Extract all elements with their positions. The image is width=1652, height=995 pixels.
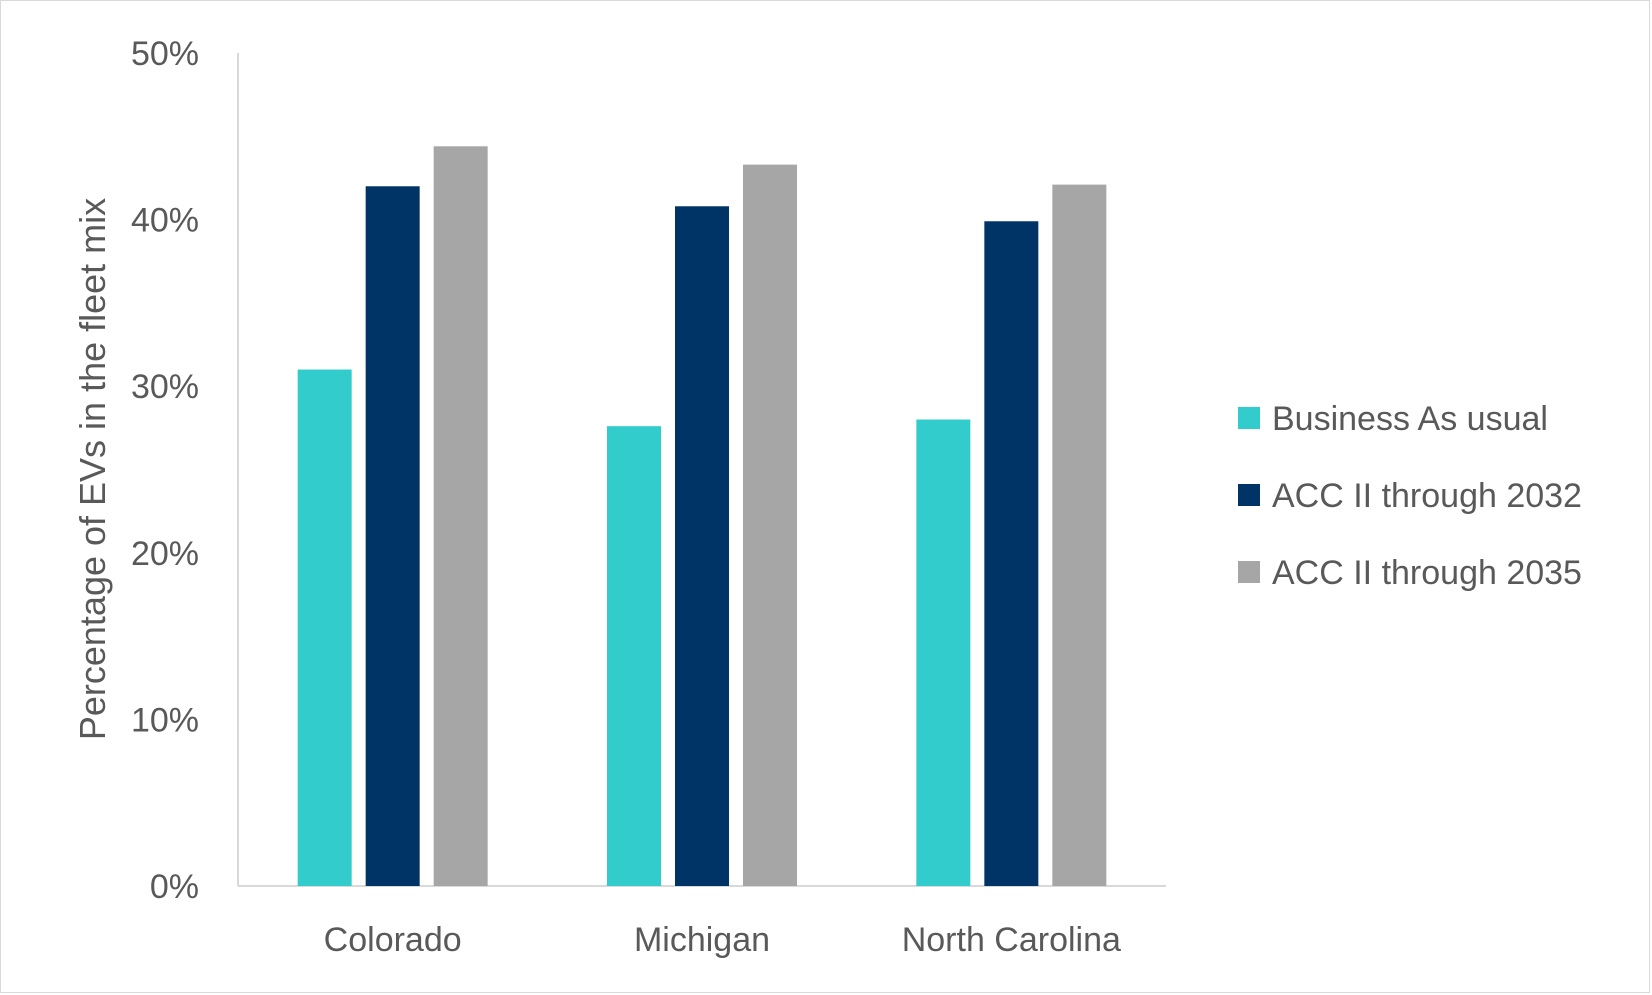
bar [916,419,971,886]
bar [675,206,729,887]
bar [743,164,797,886]
legend-label: ACC II through 2032 [1272,477,1582,515]
bar [607,426,661,886]
y-tick-label: 0% [150,868,199,906]
bars [297,146,1107,887]
y-tick-label: 50% [131,35,199,73]
legend-label: Business As usual [1272,400,1548,438]
y-tick-label: 20% [131,535,199,573]
bar [365,186,420,886]
legend: Business As usual ACC II through 2032 ACC … [1238,400,1582,592]
y-axis-label: Percentage of EVs in the fleet mix [72,198,113,740]
bar [297,369,352,886]
legend-swatch [1238,484,1260,506]
category-labels: Colorado Michigan North Carolina [324,921,1121,959]
category-label: Colorado [324,921,462,959]
bar [433,146,488,886]
y-tick-labels: 0% 10% 20% 30% 40% 50% [131,35,199,906]
bar [1052,184,1107,886]
category-label: Michigan [634,921,770,959]
bar [984,221,1039,887]
y-tick-label: 10% [131,701,199,739]
category-label: North Carolina [902,921,1121,959]
y-tick-label: 30% [131,368,199,406]
y-tick-label: 40% [131,202,199,240]
legend-swatch [1238,407,1260,429]
legend-swatch [1238,561,1260,583]
legend-label: ACC II through 2035 [1272,554,1582,592]
